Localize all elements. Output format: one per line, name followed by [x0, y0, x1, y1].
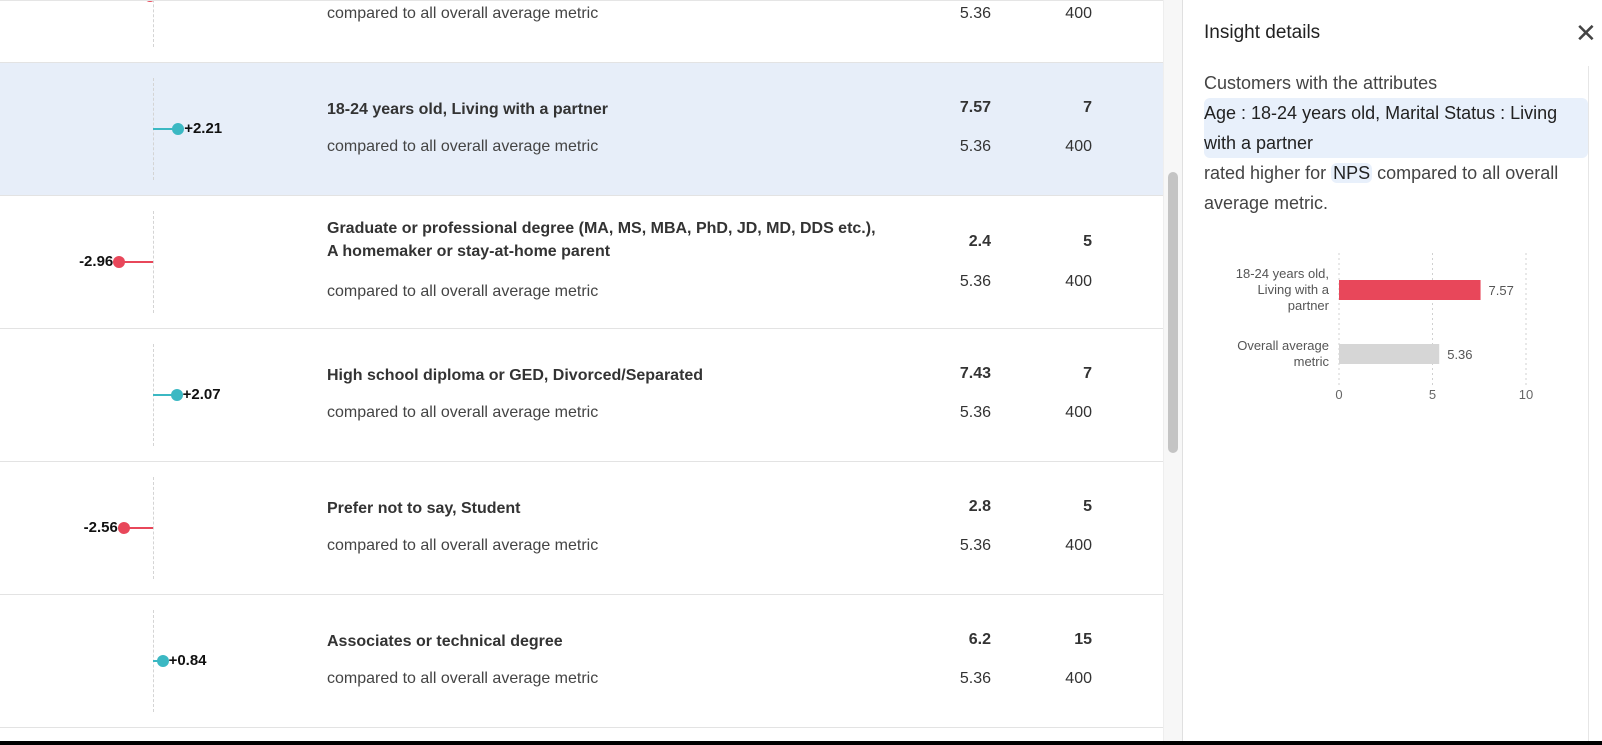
- compare-value: 5.36: [959, 670, 991, 687]
- segment-title: High school diploma or GED, Divorced/Sep…: [327, 367, 704, 384]
- insight-details-panel: Insight details ✕ Customers with the att…: [1182, 0, 1602, 741]
- compare-label: compared to all overall average metric: [327, 404, 599, 421]
- insight-row[interactable]: -2.96 Graduate or professional degree (MA…: [0, 196, 1163, 329]
- delta-dot: [117, 522, 130, 534]
- metric-highlight: NPS: [1331, 163, 1373, 183]
- category-label: 18-24 years old, Living with a partner: [1236, 266, 1330, 313]
- compare-label: compared to all overall average metric: [327, 283, 599, 300]
- compare-count: 400: [1065, 273, 1092, 290]
- scrollbar-thumb[interactable]: [1168, 172, 1178, 453]
- segment-count: 7: [1083, 365, 1092, 382]
- segment-value: 2.4: [968, 233, 991, 250]
- rest-text: compared to all overall average metric.: [1204, 163, 1559, 213]
- compare-value: 5.36: [959, 138, 991, 155]
- delta-dot: [172, 123, 185, 135]
- compare-value: 5.36: [959, 537, 991, 554]
- delta-label: +0.84: [168, 652, 207, 669]
- delta-stem: [153, 128, 179, 130]
- comparison-bar-chart: 0 5 10 7.57 18-24 years old, Living with a par…: [1236, 253, 1533, 402]
- x-tick-label: 5: [1429, 387, 1436, 402]
- close-icon[interactable]: ✕: [1575, 18, 1597, 48]
- delta-stem: [119, 261, 153, 263]
- segment-title: Graduate or professional degree (MA, MS,…: [327, 220, 876, 260]
- x-tick-label: 0: [1335, 387, 1342, 402]
- segment-value: 6.2: [968, 631, 991, 648]
- bottom-bar: [0, 741, 1602, 745]
- insight-row[interactable]: +2.21 18-24 years old, Living with a part…: [0, 63, 1163, 196]
- segment-title: 18-24 years old, Living with a partner: [327, 101, 608, 118]
- bar: [1339, 280, 1481, 300]
- delta-label: +2.21: [184, 120, 223, 137]
- panel-title: Insight details: [1204, 22, 1321, 43]
- insight-row[interactable]: +2.07 High school diploma or GED, Divorce…: [0, 329, 1163, 462]
- delta-dot: [170, 389, 183, 401]
- compare-count: 400: [1065, 138, 1092, 155]
- segment-count: 5: [1083, 498, 1092, 515]
- zero-axis: [153, 477, 154, 579]
- compare-label: compared to all overall average metric: [327, 670, 599, 687]
- compare-value: 5.36: [959, 5, 991, 22]
- compare-value: 5.36: [959, 404, 991, 421]
- rated-text: rated higher for: [1204, 163, 1327, 183]
- segment-value: 2.8: [968, 498, 991, 515]
- compare-count: 400: [1065, 404, 1092, 421]
- delta-stem: [153, 394, 177, 396]
- bar-value-label: 5.36: [1447, 347, 1472, 362]
- delta-dot: [156, 655, 169, 667]
- segment-title: Associates or technical degree: [327, 633, 563, 650]
- segment-value: 7.43: [959, 365, 991, 382]
- delta-dot: [113, 256, 126, 268]
- compare-label: compared to all overall average metric: [327, 5, 599, 22]
- delta-stem: [123, 527, 153, 529]
- segment-count: 7: [1083, 99, 1092, 116]
- insight-row[interactable]: -2.56 Prefer not to say, Student 2.8 5 compa…: [0, 462, 1163, 595]
- compare-label: compared to all overall average metric: [327, 138, 599, 155]
- segment-count: 5: [1083, 233, 1092, 250]
- bar: [1339, 344, 1440, 364]
- insights-list: compared to all overall average metric 5.…: [0, 0, 1163, 728]
- delta-label: -2.96: [79, 253, 114, 270]
- intro-text: Customers with the attributes: [1204, 73, 1438, 93]
- insight-row[interactable]: compared to all overall average metric 5.…: [0, 1, 1163, 63]
- insight-row[interactable]: +0.84 Associates or technical degree 6.2 15…: [0, 595, 1163, 728]
- x-tick-label: 10: [1519, 387, 1533, 402]
- list-scrollbar[interactable]: [1163, 0, 1182, 741]
- compare-label: compared to all overall average metric: [327, 537, 599, 554]
- attributes-highlight: Age : 18-24 years old, Marital Status : …: [1204, 98, 1588, 158]
- segment-count: 15: [1074, 631, 1092, 648]
- bar-value-label: 7.57: [1489, 283, 1514, 298]
- insight-description: Customers with the attributes Age : 18-2…: [1204, 68, 1588, 218]
- compare-count: 400: [1065, 670, 1092, 687]
- panel-scroll-track: [1588, 66, 1589, 741]
- zero-axis: [153, 1, 154, 47]
- category-label: Overall average metric: [1237, 338, 1329, 369]
- segment-value: 7.57: [959, 99, 991, 116]
- delta-label: -2.56: [83, 519, 118, 536]
- zero-axis: [153, 211, 154, 313]
- delta-dot: [143, 1, 156, 2]
- compare-count: 400: [1065, 537, 1092, 554]
- compare-value: 5.36: [959, 273, 991, 290]
- segment-title: Prefer not to say, Student: [327, 500, 521, 517]
- compare-count: 400: [1065, 5, 1092, 22]
- delta-label: +2.07: [182, 386, 221, 403]
